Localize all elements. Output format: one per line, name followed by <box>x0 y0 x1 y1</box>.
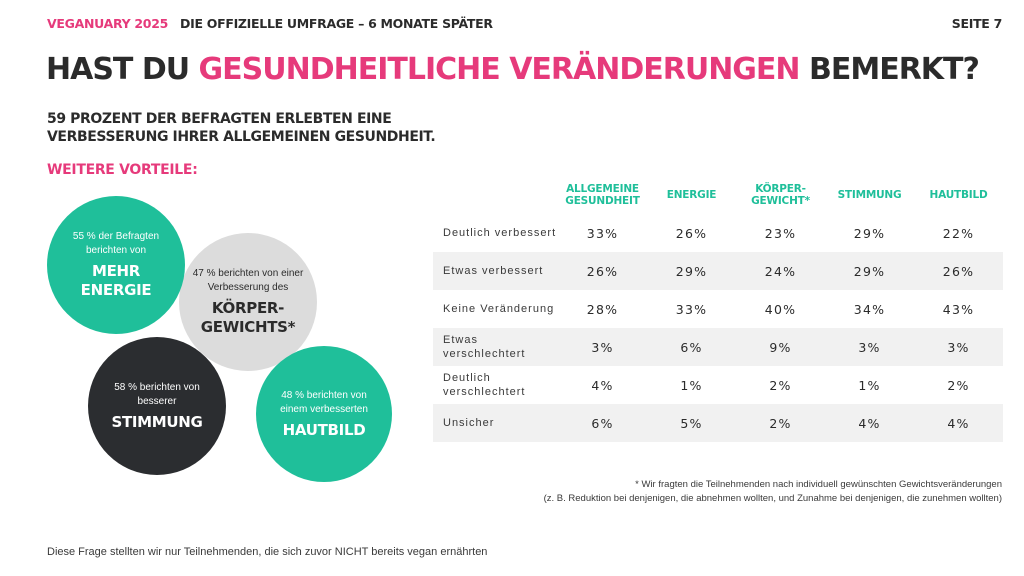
title-accent: GESUNDHEITLICHE VERÄNDERUNGEN <box>198 52 801 87</box>
table-cell: 29% <box>675 263 708 279</box>
circle-energie-text: 55 % der Befragten berichten von <box>72 231 160 256</box>
table-cell: 4% <box>947 415 970 431</box>
bottom-note: Diese Frage stellten wir nur Teilnehmend… <box>47 546 488 558</box>
table-cell: 3% <box>591 339 614 355</box>
table-cell: 40% <box>764 301 797 317</box>
table-cell: 3% <box>947 339 970 355</box>
page-title: HAST DU GESUNDHEITLICHE VERÄNDERUNGEN BE… <box>46 52 980 87</box>
slide-header: VEGANUARY 2025 DIE OFFIZIELLE UMFRAGE – … <box>47 16 493 31</box>
footnote-line-2: (z. B. Reduktion bei denjenigen, die abn… <box>543 493 1002 504</box>
table-cell: 29% <box>853 225 886 241</box>
table-cell: 3% <box>858 339 881 355</box>
table-cell: 2% <box>769 377 792 393</box>
table-cell: 24% <box>764 263 797 279</box>
circle-hautbild-title: HAUTBILD <box>282 420 366 439</box>
footnote: * Wir fragten die Teilnehmenden nach ind… <box>544 478 1002 506</box>
circle-energie-title: MEHR ENERGIE <box>80 262 152 299</box>
col-header: KÖRPER-GEWICHT* <box>751 183 810 207</box>
col-header: ALLGEMEINE GESUNDHEIT <box>565 183 640 207</box>
circle-stimmung: 58 % berichten von besserer STIMMUNG <box>88 337 226 475</box>
brand-label: VEGANUARY 2025 <box>47 16 168 31</box>
table-cell: 26% <box>942 263 975 279</box>
table-row: Deutlich verbessert 33% 26% 23% 29% 22% <box>433 214 1003 252</box>
row-label: Etwas verschlechtert <box>443 334 526 360</box>
table-cell: 29% <box>853 263 886 279</box>
table-cell: 22% <box>942 225 975 241</box>
table-header-row: ALLGEMEINE GESUNDHEIT ENERGIE KÖRPER-GEW… <box>433 176 1003 214</box>
circle-koerper-text: 47 % berichten von einer Verbesserung de… <box>192 268 304 293</box>
footnote-line-1: * Wir fragten die Teilnehmenden nach ind… <box>635 479 1002 490</box>
row-label: Unsicher <box>443 417 495 429</box>
title-after: BEMERKT? <box>799 52 980 87</box>
table-row: Etwas verschlechtert 3% 6% 9% 3% 3% <box>433 328 1003 366</box>
table-cell: 26% <box>675 225 708 241</box>
table-row: Deutlich verschlechtert 4% 1% 2% 1% 2% <box>433 366 1003 404</box>
table-row: Keine Veränderung 28% 33% 40% 34% 43% <box>433 290 1003 328</box>
table-cell: 9% <box>769 339 792 355</box>
col-header: STIMMUNG <box>837 189 902 201</box>
col-header: HAUTBILD <box>929 189 988 201</box>
row-label: Etwas verbessert <box>443 265 544 277</box>
circle-hautbild-text: 48 % berichten von einem verbesserten <box>280 389 368 415</box>
table-cell: 23% <box>764 225 797 241</box>
results-table: ALLGEMEINE GESUNDHEIT ENERGIE KÖRPER-GEW… <box>433 176 1003 442</box>
header-subtitle: DIE OFFIZIELLE UMFRAGE – 6 MONATE SPÄTER <box>180 16 493 31</box>
circle-stimmung-title: STIMMUNG <box>111 412 203 431</box>
table-body: Deutlich verbessert 33% 26% 23% 29% 22% Etwas … <box>433 214 1003 442</box>
table-cell: 33% <box>586 225 619 241</box>
page-number: SEITE 7 <box>951 16 1003 31</box>
table-row: Unsicher 6% 5% 2% 4% 4% <box>433 404 1003 442</box>
table-cell: 4% <box>858 415 881 431</box>
table-cell: 4% <box>591 377 614 393</box>
circle-hautbild: 48 % berichten von einem verbesserten HA… <box>256 346 392 482</box>
lead-text: 59 PROZENT DER BEFRAGTEN ERLEBTEN EINE V… <box>47 111 436 145</box>
table-cell: 34% <box>853 301 886 317</box>
col-header: ENERGIE <box>666 189 717 201</box>
table-cell: 6% <box>680 339 703 355</box>
table-cell: 6% <box>591 415 614 431</box>
table-cell: 2% <box>769 415 792 431</box>
circle-koerper-title: KÖRPER-GEWICHTS* <box>200 299 296 336</box>
table-cell: 1% <box>858 377 881 393</box>
circle-stimmung-text: 58 % berichten von besserer <box>114 381 200 407</box>
row-label: Deutlich verbessert <box>443 227 557 239</box>
table-cell: 1% <box>680 377 703 393</box>
more-benefits-heading: WEITERE VORTEILE: <box>47 162 198 178</box>
table-cell: 2% <box>947 377 970 393</box>
table-cell: 5% <box>680 415 703 431</box>
circle-koerpergewicht: 47 % berichten von einer Verbesserung de… <box>179 233 317 371</box>
table-cell: 28% <box>586 301 619 317</box>
circle-energie: 55 % der Befragten berichten von MEHR EN… <box>47 196 185 334</box>
row-label: Keine Veränderung <box>443 303 555 315</box>
table-cell: 43% <box>942 301 975 317</box>
table-row: Etwas verbessert 26% 29% 24% 29% 26% <box>433 252 1003 290</box>
table-cell: 26% <box>586 263 619 279</box>
table-cell: 33% <box>675 301 708 317</box>
row-label: Deutlich verschlechtert <box>443 372 526 398</box>
title-before: HAST DU <box>46 52 199 87</box>
